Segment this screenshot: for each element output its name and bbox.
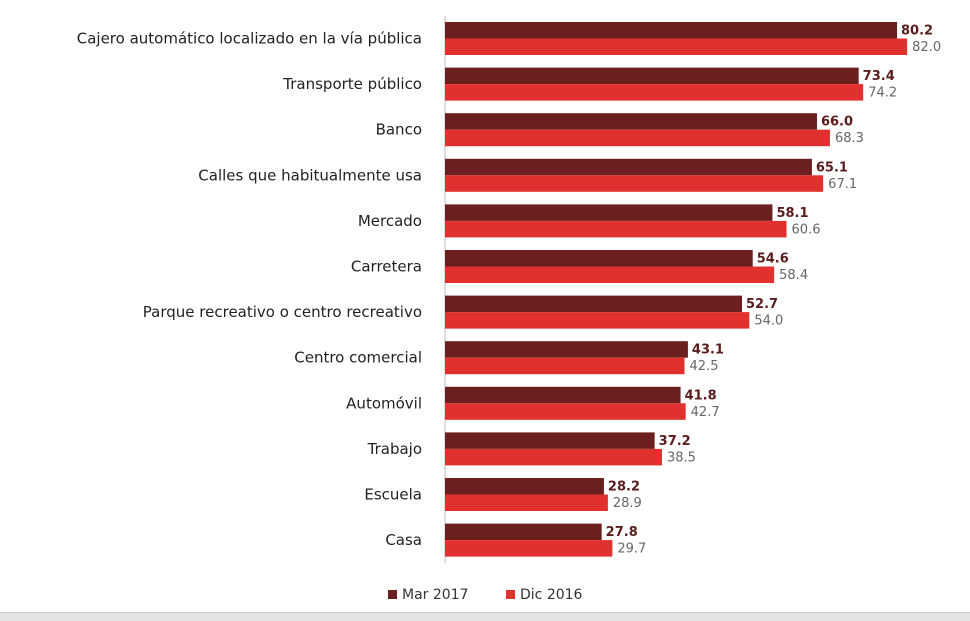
- legend-swatch: [388, 590, 397, 599]
- data-label: 28.9: [613, 496, 642, 511]
- category-label: Casa: [385, 531, 422, 549]
- bar-mar-2017: [445, 250, 753, 267]
- data-label: 54.0: [754, 314, 783, 329]
- data-label: 52.7: [746, 297, 778, 312]
- bar-mar-2017: [445, 67, 859, 85]
- bar-dic-2016: [445, 84, 864, 101]
- bar-dic-2016: [445, 403, 686, 420]
- category-label: Automóvil: [346, 394, 422, 412]
- data-label: 41.8: [685, 388, 717, 403]
- data-label: 74.2: [868, 86, 897, 101]
- bar-mar-2017: [445, 295, 743, 313]
- bar-dic-2016: [445, 312, 750, 329]
- bar-mar-2017: [445, 341, 688, 358]
- data-label: 58.1: [776, 206, 808, 221]
- bar-dic-2016: [445, 540, 613, 557]
- data-label: 80.2: [901, 24, 933, 39]
- category-label: Parque recreativo o centro recreativo: [143, 303, 422, 321]
- bar-mar-2017: [445, 432, 655, 449]
- data-label: 65.1: [816, 160, 848, 175]
- data-label: 66.0: [821, 115, 853, 130]
- legend-label: Dic 2016: [520, 587, 583, 603]
- category-label: Mercado: [358, 212, 422, 230]
- bar-dic-2016: [445, 220, 787, 238]
- bar-dic-2016: [445, 494, 608, 511]
- category-label: Centro comercial: [294, 349, 422, 367]
- bottom-divider: [0, 612, 970, 621]
- bar-mar-2017: [445, 478, 604, 495]
- bar-dic-2016: [445, 448, 662, 466]
- category-label: Cajero automático localizado en la vía p…: [77, 30, 422, 48]
- category-label: Trabajo: [367, 440, 422, 458]
- data-label: 38.5: [667, 450, 696, 465]
- bar-dic-2016: [445, 38, 908, 55]
- category-label: Escuela: [364, 486, 422, 504]
- category-label: Banco: [376, 121, 422, 139]
- legend-swatch: [506, 590, 515, 599]
- bar-mar-2017: [445, 386, 681, 404]
- bar-dic-2016: [445, 357, 685, 375]
- data-label: 37.2: [659, 434, 691, 449]
- bar-mar-2017: [445, 158, 812, 176]
- data-label: 42.5: [690, 359, 719, 374]
- category-label: Calles que habitualmente usa: [198, 166, 422, 184]
- bar-dic-2016: [445, 129, 830, 147]
- bar-mar-2017: [445, 523, 602, 541]
- bar-mar-2017: [445, 113, 817, 130]
- bar-dic-2016: [445, 175, 824, 192]
- bar-mar-2017: [445, 204, 773, 221]
- data-label: 73.4: [863, 69, 895, 84]
- data-label: 67.1: [828, 177, 857, 192]
- category-label: Carretera: [351, 258, 422, 276]
- data-label: 28.2: [608, 480, 640, 495]
- data-label: 60.6: [792, 222, 821, 237]
- category-label: Transporte público: [282, 75, 422, 93]
- data-label: 42.7: [691, 405, 720, 420]
- data-label: 82.0: [912, 40, 941, 55]
- data-label: 54.6: [757, 252, 789, 267]
- bar-mar-2017: [445, 22, 898, 39]
- data-label: 68.3: [835, 131, 864, 146]
- data-label: 43.1: [692, 343, 724, 358]
- bar-dic-2016: [445, 266, 775, 283]
- data-label: 58.4: [779, 268, 808, 283]
- data-label: 29.7: [617, 542, 646, 557]
- legend-label: Mar 2017: [402, 587, 469, 603]
- data-label: 27.8: [606, 525, 638, 540]
